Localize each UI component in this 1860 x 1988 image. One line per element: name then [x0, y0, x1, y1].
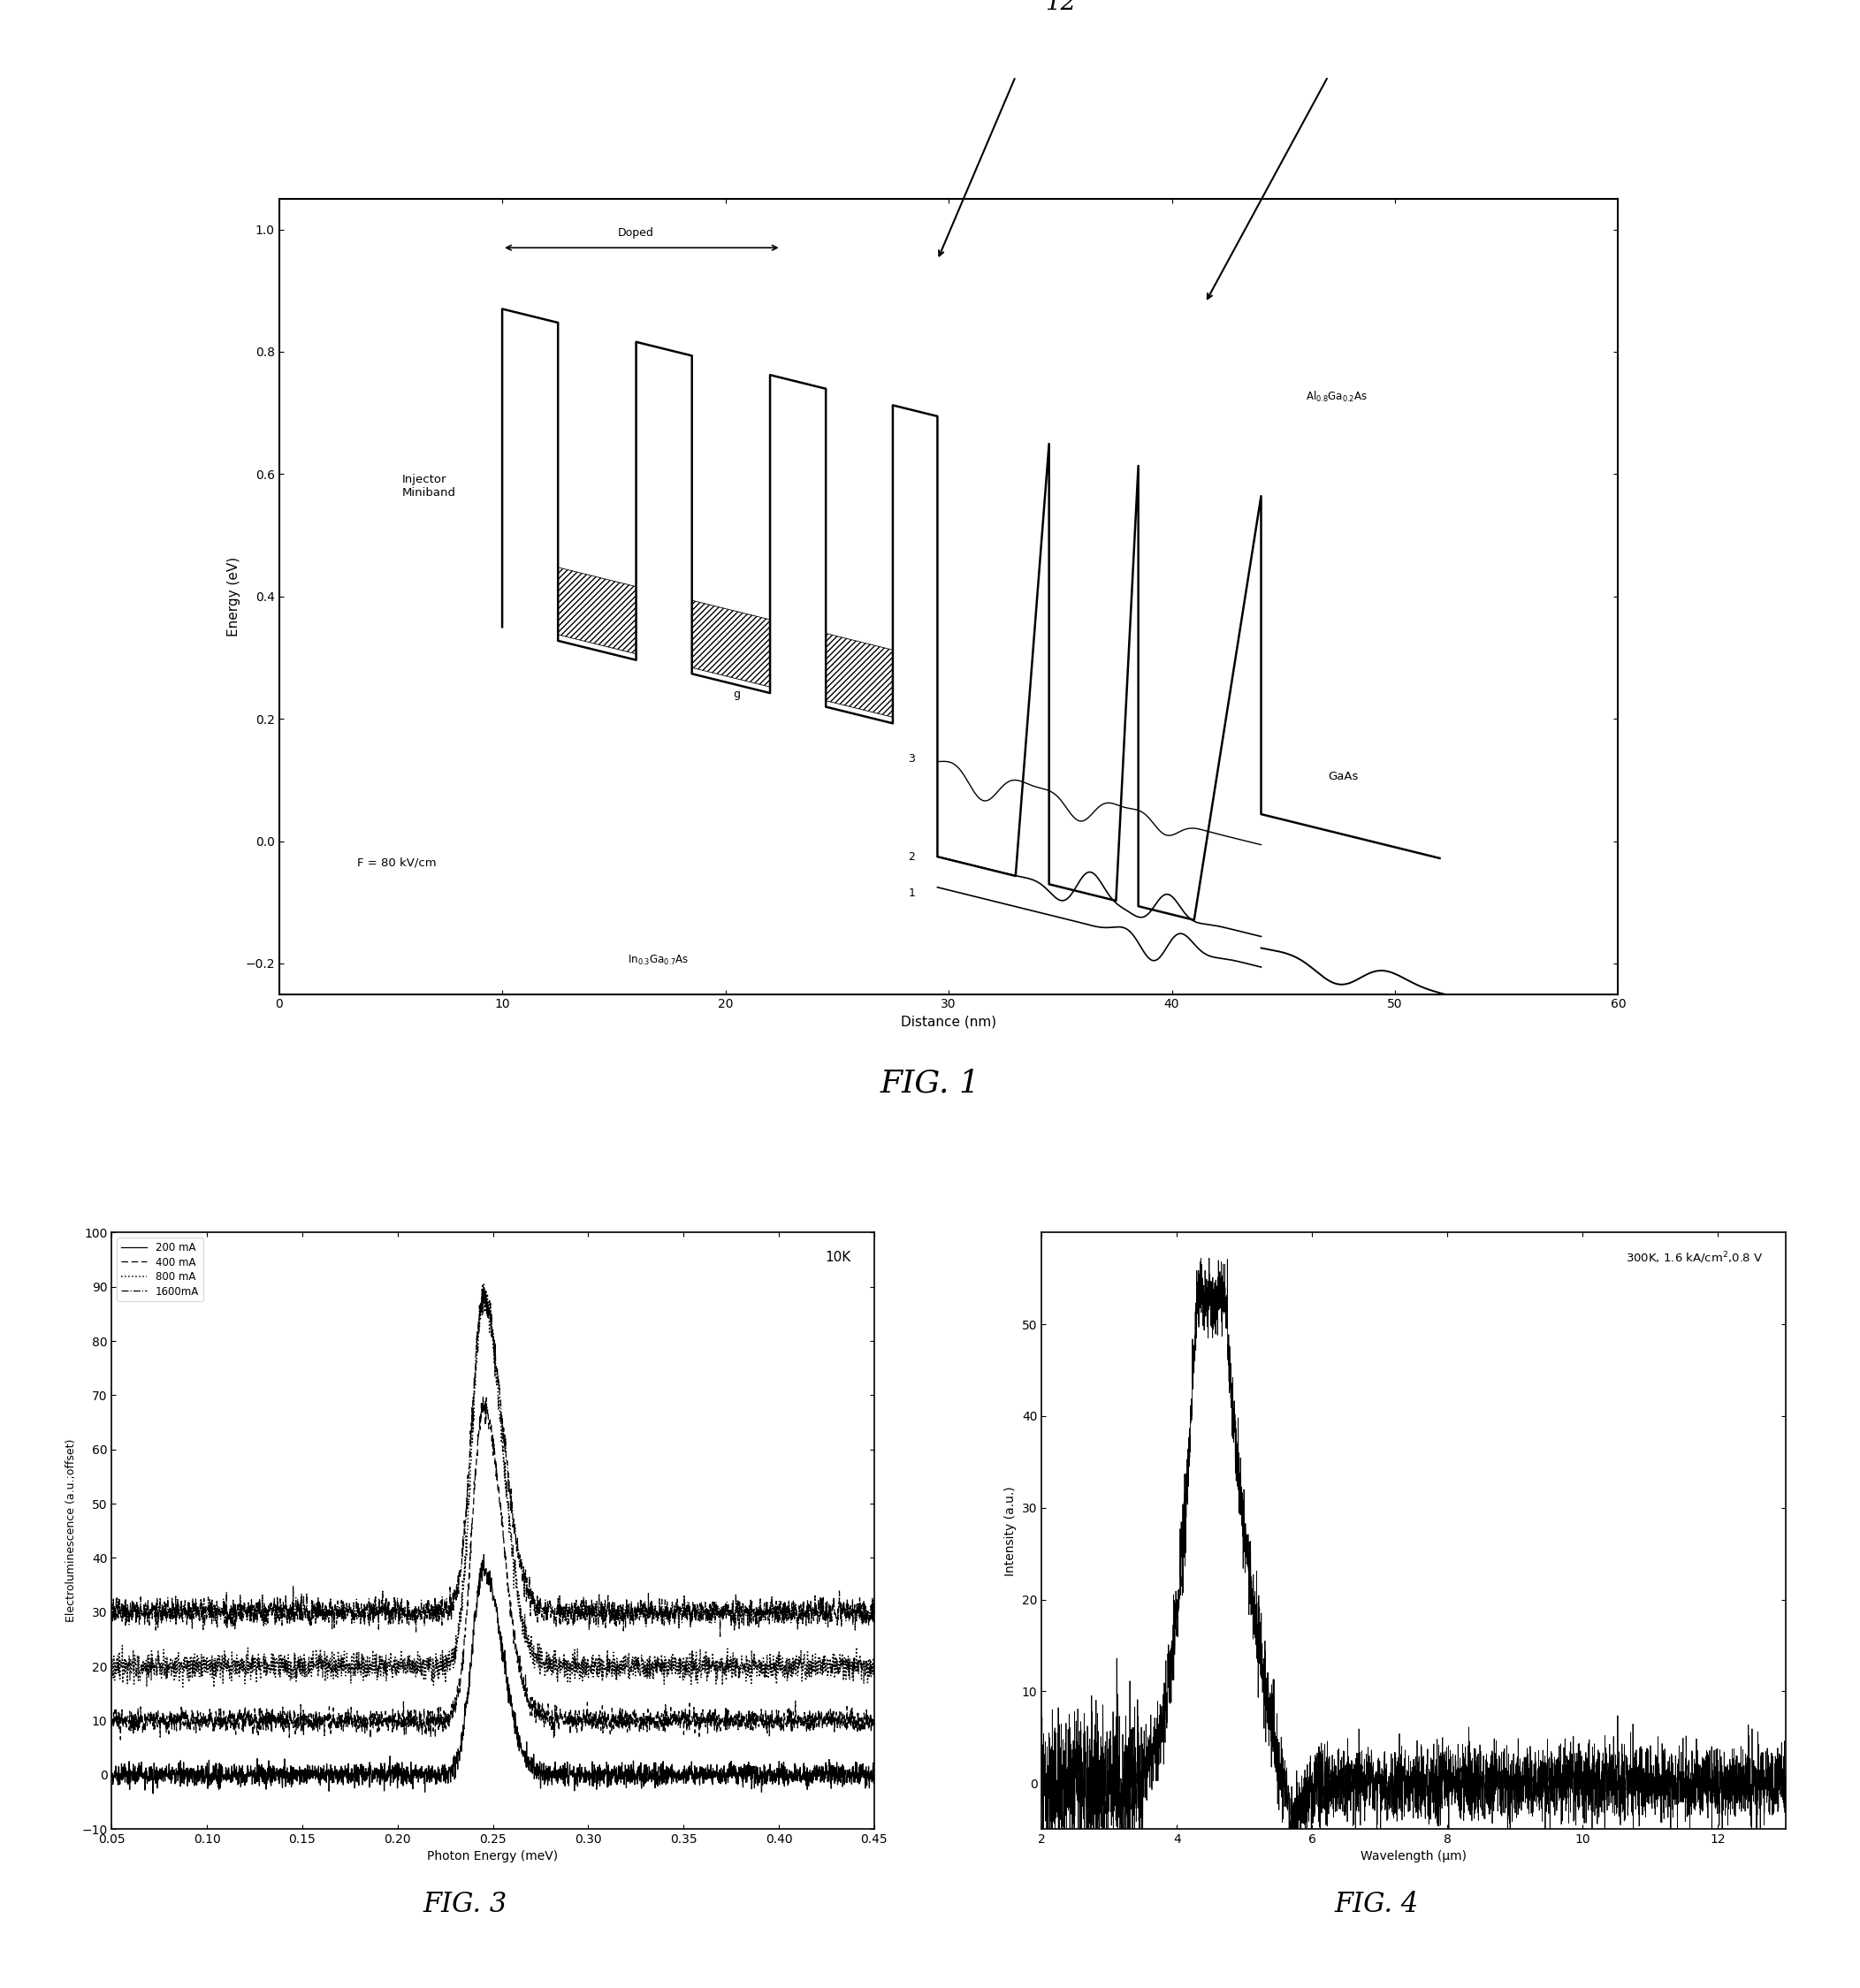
800 mA: [392, 1654, 415, 1678]
Legend: 200 mA, 400 mA, 800 mA, 1600mA: 200 mA, 400 mA, 800 mA, 1600mA: [117, 1239, 203, 1302]
Polygon shape: [826, 634, 893, 718]
400 mA: [232, 1702, 255, 1726]
800 mA: [232, 1648, 255, 1672]
Line: 800 mA: 800 mA: [112, 1284, 874, 1688]
Text: In$_{0.3}$Ga$_{0.7}$As: In$_{0.3}$Ga$_{0.7}$As: [629, 954, 688, 966]
X-axis label: Distance (nm): Distance (nm): [900, 1016, 997, 1030]
200 mA: [141, 1781, 164, 1805]
Y-axis label: Intensity (a.u.): Intensity (a.u.): [1004, 1485, 1017, 1576]
800 mA: [766, 1652, 789, 1676]
800 mA: [426, 1662, 448, 1686]
Text: Al$_{0.8}$Ga$_{0.2}$As: Al$_{0.8}$Ga$_{0.2}$As: [1306, 390, 1367, 404]
400 mA: [472, 1384, 495, 1408]
200 mA: [426, 1765, 448, 1789]
Text: 3: 3: [908, 753, 915, 765]
Polygon shape: [558, 567, 636, 654]
1600mA: [188, 1606, 210, 1630]
Y-axis label: Energy (eV): Energy (eV): [227, 557, 240, 636]
Text: g: g: [733, 688, 740, 700]
200 mA: [863, 1761, 885, 1785]
800 mA: [188, 1646, 210, 1670]
Text: FIG. 4: FIG. 4: [1334, 1891, 1419, 1918]
1600mA: [100, 1594, 123, 1618]
Text: F = 80 kV/cm: F = 80 kV/cm: [357, 857, 437, 869]
Line: 1600mA: 1600mA: [112, 1290, 874, 1636]
Polygon shape: [692, 600, 770, 688]
800 mA: [472, 1272, 495, 1296]
200 mA: [848, 1765, 870, 1789]
Text: 10K: 10K: [826, 1250, 852, 1264]
1600mA: [848, 1586, 870, 1610]
Text: 1: 1: [908, 887, 915, 899]
Text: FIG. 3: FIG. 3: [422, 1891, 508, 1918]
Text: Injector
Miniband: Injector Miniband: [402, 473, 456, 499]
800 mA: [100, 1662, 123, 1686]
Text: GaAs: GaAs: [1328, 771, 1358, 783]
400 mA: [863, 1712, 885, 1736]
200 mA: [232, 1763, 255, 1787]
1600mA: [471, 1278, 493, 1302]
1600mA: [766, 1594, 789, 1618]
400 mA: [426, 1712, 448, 1736]
Line: 400 mA: 400 mA: [112, 1396, 874, 1740]
400 mA: [110, 1728, 132, 1751]
400 mA: [188, 1708, 210, 1732]
200 mA: [472, 1543, 495, 1567]
400 mA: [392, 1722, 415, 1745]
400 mA: [766, 1708, 789, 1732]
1600mA: [426, 1602, 448, 1626]
Text: 2: 2: [908, 851, 915, 863]
Text: FIG. 1: FIG. 1: [880, 1068, 980, 1099]
800 mA: [848, 1652, 870, 1676]
X-axis label: Photon Energy (meV): Photon Energy (meV): [428, 1851, 558, 1863]
400 mA: [848, 1714, 870, 1738]
1600mA: [863, 1592, 885, 1616]
Text: 300K, 1.6 kA/cm$^2$,0.8 V: 300K, 1.6 kA/cm$^2$,0.8 V: [1626, 1250, 1763, 1266]
Y-axis label: Electroluminescence (a.u.;offset): Electroluminescence (a.u.;offset): [65, 1439, 76, 1622]
1600mA: [392, 1604, 415, 1628]
Text: 12: 12: [1045, 0, 1075, 16]
800 mA: [203, 1676, 225, 1700]
1600mA: [232, 1604, 255, 1628]
200 mA: [392, 1767, 415, 1791]
800 mA: [863, 1652, 885, 1676]
200 mA: [766, 1757, 789, 1781]
Line: 200 mA: 200 mA: [112, 1555, 874, 1793]
1600mA: [709, 1624, 731, 1648]
400 mA: [100, 1716, 123, 1740]
200 mA: [188, 1767, 210, 1791]
Text: Doped: Doped: [618, 227, 655, 239]
200 mA: [100, 1765, 123, 1789]
X-axis label: Wavelength (μm): Wavelength (μm): [1360, 1851, 1468, 1863]
